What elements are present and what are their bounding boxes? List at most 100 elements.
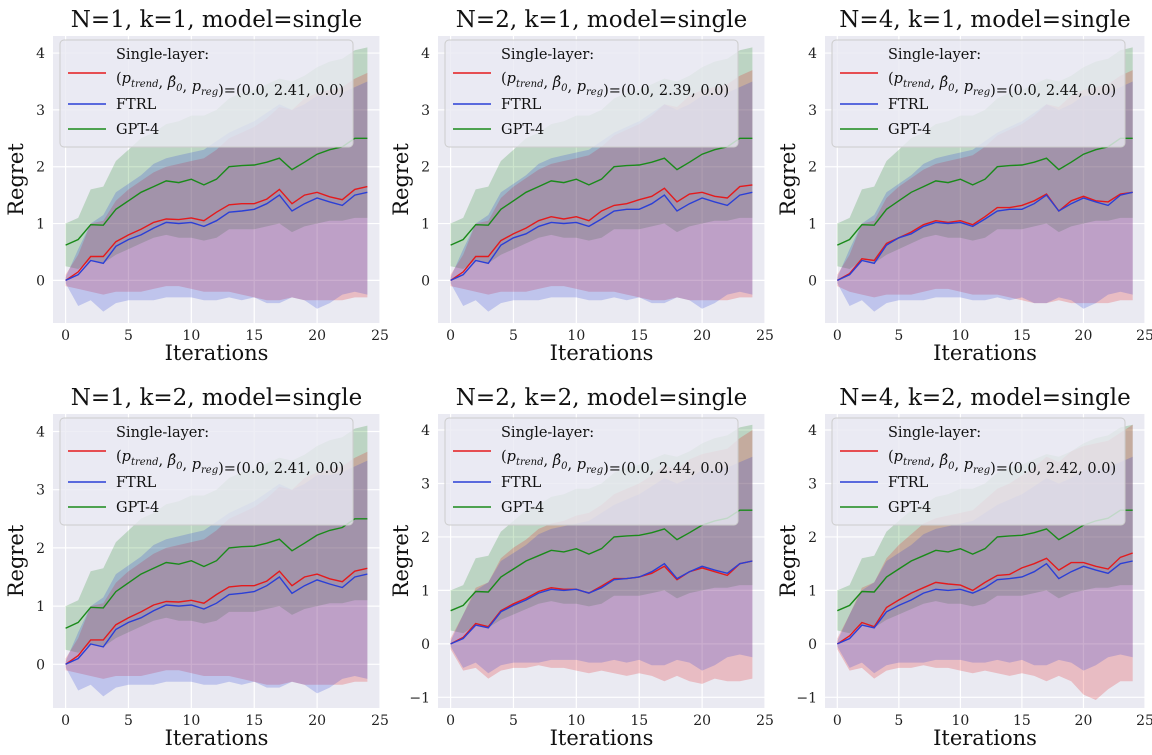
line-single-layer bbox=[450, 560, 753, 645]
legend-box bbox=[444, 39, 739, 148]
chart-panel-1: 0 5 10 15 20 25 0 1 2 3 4 N=1, k=1, model=single Ite… bbox=[4, 7, 389, 365]
x-tick-label: 20 bbox=[308, 328, 326, 344]
line-gpt-4 bbox=[450, 137, 753, 246]
y-axis-label: Regret bbox=[389, 143, 413, 216]
legend-params: (ptrend, β̂0, preg)=(0.0, 2.42, 0.0) bbox=[888, 449, 1116, 477]
y-tick-label: 0 bbox=[421, 637, 430, 653]
line-single-layer bbox=[836, 552, 1133, 645]
legend-label-single-layer: Single-layer: bbox=[501, 47, 594, 63]
y-tick-label: 2 bbox=[808, 530, 817, 546]
x-axis-label: Iterations bbox=[165, 726, 269, 750]
x-tick-label: 10 bbox=[951, 713, 969, 729]
x-tick-label: 10 bbox=[567, 713, 585, 729]
y-tick-label: 4 bbox=[36, 424, 45, 440]
legend-params: (ptrend, β̂0, preg)=(0.0, 2.39, 0.0) bbox=[501, 71, 729, 99]
y-tick-label: 4 bbox=[808, 46, 817, 62]
legend-params: (ptrend, β̂0, preg)=(0.0, 2.44, 0.0) bbox=[888, 71, 1116, 99]
legend-label-ftrl: FTRL bbox=[501, 475, 542, 491]
x-tick-label: 5 bbox=[509, 328, 518, 344]
line-gpt-4 bbox=[837, 137, 1133, 246]
legend-label-ftrl: FTRL bbox=[888, 97, 929, 113]
legend-label-single-layer: Single-layer: bbox=[116, 425, 209, 441]
legend-label-gpt-4: GPT-4 bbox=[116, 122, 159, 138]
chart-title: N=2, k=1, model=single bbox=[456, 7, 747, 33]
legend: Single-layer: (ptrend, β̂0, preg)=(0.0, 2… bbox=[831, 417, 1126, 526]
x-tick-label: 15 bbox=[1013, 328, 1031, 344]
x-axis-label: Iterations bbox=[933, 726, 1037, 750]
x-axis-label: Iterations bbox=[550, 341, 654, 365]
y-tick-label: 2 bbox=[36, 541, 45, 557]
y-tick-label: 0 bbox=[421, 273, 430, 289]
y-tick-label: 2 bbox=[808, 160, 817, 176]
x-tick-label: 20 bbox=[693, 713, 711, 729]
x-tick-label: 25 bbox=[1136, 328, 1152, 344]
legend-label-gpt-4: GPT-4 bbox=[888, 500, 931, 516]
y-tick-label: 4 bbox=[808, 423, 817, 439]
legend-params: (ptrend, β̂0, preg)=(0.0, 2.44, 0.0) bbox=[501, 449, 729, 477]
legend-box bbox=[444, 417, 739, 526]
x-tick-label: 0 bbox=[833, 713, 842, 729]
x-tick-label: 5 bbox=[124, 328, 133, 344]
y-tick-label: 1 bbox=[421, 583, 430, 599]
y-tick-label: 4 bbox=[421, 423, 430, 439]
x-tick-label: 25 bbox=[371, 713, 389, 729]
chart-title: N=1, k=2, model=single bbox=[71, 385, 362, 411]
legend-label-single-layer: Single-layer: bbox=[116, 47, 209, 63]
chart-title: N=2, k=2, model=single bbox=[456, 385, 747, 411]
y-axis-label: Regret bbox=[776, 524, 800, 597]
line-ftrl bbox=[65, 573, 368, 665]
legend-box bbox=[59, 39, 354, 148]
chart-title: N=1, k=1, model=single bbox=[71, 7, 362, 33]
y-tick-label: 2 bbox=[36, 160, 45, 176]
line-single-layer bbox=[65, 567, 368, 665]
x-tick-label: 5 bbox=[894, 713, 903, 729]
line-gpt-4 bbox=[65, 518, 368, 629]
legend-box bbox=[59, 417, 354, 526]
legend-label-gpt-4: GPT-4 bbox=[116, 500, 159, 516]
legend-box bbox=[831, 417, 1126, 526]
x-tick-label: 10 bbox=[567, 328, 585, 344]
y-tick-label: 3 bbox=[808, 476, 817, 492]
legend: Single-layer: (ptrend, β̂0, preg)=(0.0, 2… bbox=[59, 39, 354, 148]
legend: Single-layer: (ptrend, β̂0, preg)=(0.0, 2… bbox=[59, 417, 354, 526]
legend-label-ftrl: FTRL bbox=[888, 475, 929, 491]
line-ftrl bbox=[450, 191, 753, 282]
x-tick-label: 0 bbox=[446, 328, 455, 344]
x-tick-label: 10 bbox=[182, 328, 200, 344]
legend-params: (ptrend, β̂0, preg)=(0.0, 2.41, 0.0) bbox=[116, 449, 344, 477]
x-axis-label: Iterations bbox=[933, 341, 1037, 365]
x-tick-label: 25 bbox=[756, 713, 774, 729]
y-axis-label: Regret bbox=[776, 143, 800, 216]
y-tick-label: −1 bbox=[796, 690, 817, 706]
x-tick-label: 25 bbox=[756, 328, 774, 344]
legend-label-gpt-4: GPT-4 bbox=[501, 122, 544, 138]
x-tick-label: 5 bbox=[509, 713, 518, 729]
x-axis-label: Iterations bbox=[550, 726, 654, 750]
chart-panel-2: 0 5 10 15 20 25 0 1 2 3 4 N=2, k=1, model=single Ite… bbox=[389, 7, 774, 365]
chart-panel-4: 0 5 10 15 20 25 0 1 2 3 4 N=1, k=2, model=single Ite… bbox=[4, 385, 389, 750]
x-tick-label: 15 bbox=[245, 328, 263, 344]
y-tick-label: 1 bbox=[36, 217, 45, 233]
legend-label-gpt-4: GPT-4 bbox=[888, 122, 931, 138]
legend-label-single-layer: Single-layer: bbox=[501, 425, 594, 441]
legend-params: (ptrend, β̂0, preg)=(0.0, 2.41, 0.0) bbox=[116, 71, 344, 99]
y-tick-label: 2 bbox=[421, 160, 430, 176]
x-tick-label: 15 bbox=[630, 328, 648, 344]
x-tick-label: 25 bbox=[1136, 713, 1152, 729]
line-ftrl bbox=[450, 560, 753, 645]
line-ftrl bbox=[65, 191, 368, 282]
x-tick-label: 10 bbox=[951, 328, 969, 344]
legend-label-single-layer: Single-layer: bbox=[888, 47, 981, 63]
x-tick-label: 0 bbox=[61, 328, 70, 344]
y-tick-label: 4 bbox=[421, 46, 430, 62]
x-tick-label: 20 bbox=[1075, 713, 1093, 729]
y-tick-label: 0 bbox=[36, 657, 45, 673]
y-tick-label: 2 bbox=[421, 530, 430, 546]
y-axis-label: Regret bbox=[389, 524, 413, 597]
x-tick-label: 20 bbox=[1075, 328, 1093, 344]
y-tick-label: 1 bbox=[808, 583, 817, 599]
line-ftrl bbox=[837, 560, 1133, 645]
legend-label-ftrl: FTRL bbox=[116, 475, 157, 491]
line-gpt-4 bbox=[65, 137, 368, 246]
